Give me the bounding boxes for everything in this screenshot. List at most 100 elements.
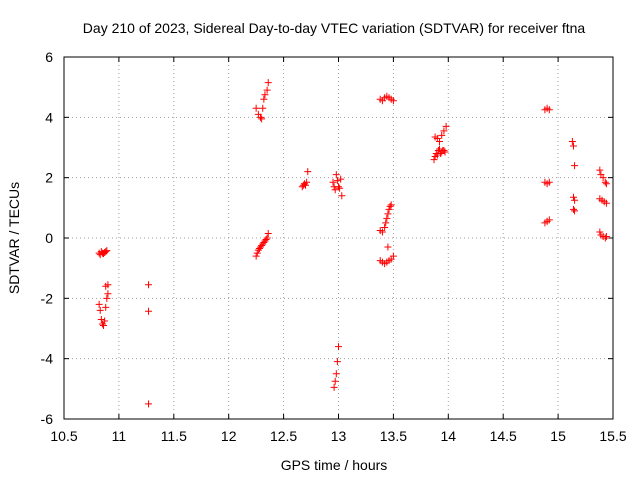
data-point	[104, 281, 112, 289]
data-point	[263, 234, 271, 242]
data-point	[386, 202, 394, 210]
data-point	[252, 252, 260, 260]
data-point	[103, 294, 111, 302]
data-point	[102, 303, 110, 311]
data-point	[387, 201, 395, 209]
data-point	[599, 174, 607, 182]
data-point	[96, 306, 104, 314]
data-point	[260, 95, 268, 103]
data-point	[263, 86, 271, 94]
data-point	[145, 307, 153, 315]
x-tick-label: 10.5	[50, 428, 77, 444]
grid	[64, 57, 613, 419]
axis-ticks	[63, 56, 614, 420]
data-point	[569, 142, 577, 150]
data-point	[338, 192, 346, 200]
data-point	[95, 300, 103, 308]
data-point	[571, 196, 579, 204]
data-point	[100, 321, 108, 329]
x-tick-label: 12	[221, 428, 237, 444]
data-point	[602, 199, 610, 207]
data-point	[253, 249, 261, 257]
data-point	[545, 178, 553, 186]
data-point	[571, 207, 579, 215]
x-tick-label: 12.5	[270, 428, 297, 444]
data-point	[569, 205, 577, 213]
data-point	[331, 377, 339, 385]
data-point	[302, 181, 310, 189]
data-points	[95, 79, 610, 408]
data-point	[440, 127, 448, 135]
data-point	[145, 400, 153, 408]
data-point	[259, 104, 267, 112]
data-point	[261, 91, 269, 99]
chart-title: Day 210 of 2023, Sidereal Day-to-day VTE…	[83, 20, 586, 36]
y-tick-label: 0	[45, 230, 53, 246]
data-point	[335, 343, 342, 351]
data-point	[438, 131, 446, 139]
data-point	[601, 178, 609, 186]
data-point	[433, 151, 441, 159]
data-point	[389, 252, 397, 260]
y-tick-label: 2	[45, 170, 53, 186]
data-point	[335, 183, 342, 191]
data-point	[384, 210, 392, 218]
data-point	[389, 97, 397, 105]
data-point	[97, 315, 105, 323]
data-point	[602, 180, 610, 188]
y-tick-label: -6	[41, 411, 54, 427]
y-tick-label: -4	[41, 351, 54, 367]
data-point	[103, 247, 111, 255]
data-point	[304, 168, 312, 176]
y-tick-labels: -6 -4 -2 0 2 4 6	[41, 49, 54, 427]
data-point	[337, 175, 345, 183]
data-point	[383, 214, 391, 222]
data-point	[252, 104, 260, 112]
x-tick-label: 15.5	[599, 428, 626, 444]
data-point	[303, 178, 311, 186]
data-point	[442, 122, 450, 130]
data-point	[333, 177, 341, 185]
data-point	[258, 115, 266, 123]
data-point	[441, 148, 449, 156]
data-point	[436, 137, 444, 145]
data-point	[264, 229, 272, 237]
data-point	[330, 383, 338, 391]
data-point	[257, 113, 265, 121]
x-tick-label: 13	[331, 428, 347, 444]
data-point	[569, 193, 577, 201]
data-point	[102, 248, 110, 256]
data-point	[571, 162, 579, 170]
data-point	[333, 358, 341, 366]
data-point	[385, 205, 393, 213]
data-point	[601, 234, 609, 242]
y-tick-label: 6	[45, 49, 53, 65]
x-tick-label: 13.5	[380, 428, 407, 444]
data-point	[332, 171, 340, 179]
y-tick-label: 4	[45, 109, 53, 125]
data-point	[384, 243, 392, 251]
data-point	[378, 228, 386, 236]
data-point	[430, 156, 438, 164]
data-point	[264, 79, 272, 87]
data-point	[101, 317, 109, 325]
data-point	[262, 236, 270, 244]
y-tick-label: -2	[41, 290, 54, 306]
data-point	[329, 178, 337, 186]
data-point	[104, 290, 112, 298]
data-point	[331, 186, 339, 194]
data-point	[145, 281, 153, 289]
x-tick-label: 15	[550, 428, 566, 444]
data-point	[336, 184, 344, 192]
data-point	[602, 232, 610, 240]
data-point	[545, 106, 553, 114]
data-point	[568, 137, 576, 145]
x-tick-label: 11	[112, 428, 127, 444]
x-tick-label: 14	[441, 428, 457, 444]
x-tick-label: 14.5	[490, 428, 517, 444]
data-point	[545, 216, 553, 224]
x-axis-label: GPS time / hours	[281, 457, 388, 473]
data-point	[382, 219, 390, 227]
